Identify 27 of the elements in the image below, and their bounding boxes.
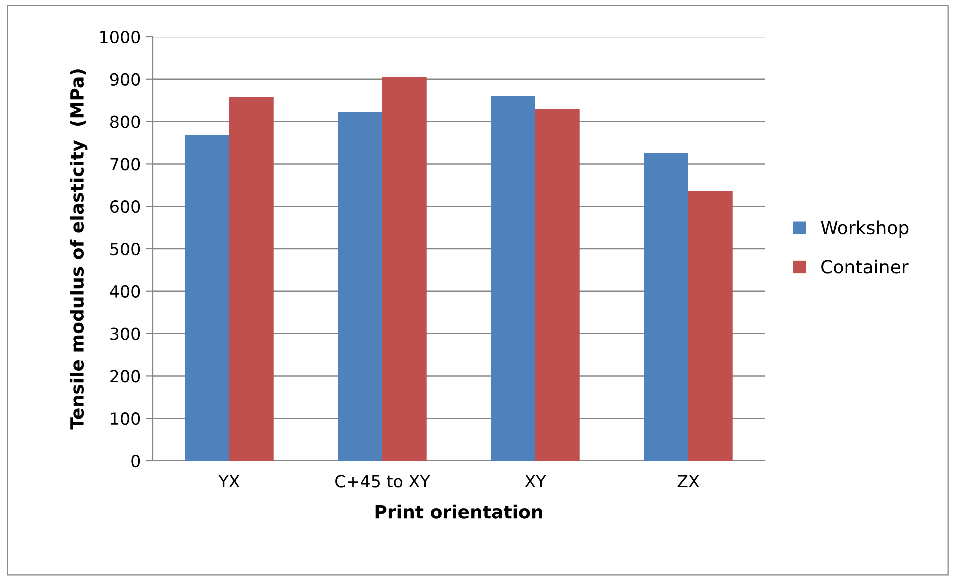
x-axis-title: Print orientation — [376, 504, 542, 519]
bar — [491, 96, 536, 461]
bar — [536, 110, 580, 461]
y-tick-label: 0 — [132, 454, 140, 468]
bar — [688, 191, 733, 461]
bar — [382, 77, 427, 461]
y-tick-label: 900 — [110, 73, 140, 86]
x-tick-label: C+45 to XY — [336, 475, 430, 488]
y-tick-label: 400 — [110, 285, 140, 298]
y-tick-label: 100 — [111, 412, 140, 426]
bar — [338, 112, 382, 461]
bar — [230, 97, 274, 461]
y-tick-label: 700 — [110, 158, 140, 171]
x-tick-label: ZX — [678, 475, 700, 488]
legend-label: Container — [822, 260, 909, 274]
legend-label: Workshop — [821, 220, 909, 238]
x-tick-label: YX — [218, 475, 240, 488]
y-tick-label: 500 — [110, 242, 140, 256]
y-tick-label: 200 — [110, 370, 140, 383]
y-axis-title: Tensile modulus of elasticity (MPa) — [70, 70, 88, 430]
x-tick-label: XY — [525, 475, 546, 488]
y-tick-label: 600 — [110, 200, 140, 214]
bar — [185, 134, 230, 461]
bar — [644, 153, 688, 461]
y-tick-label: 800 — [110, 116, 140, 128]
y-tick-label: 1000 — [100, 30, 140, 44]
y-tick-label: 300 — [110, 328, 140, 340]
